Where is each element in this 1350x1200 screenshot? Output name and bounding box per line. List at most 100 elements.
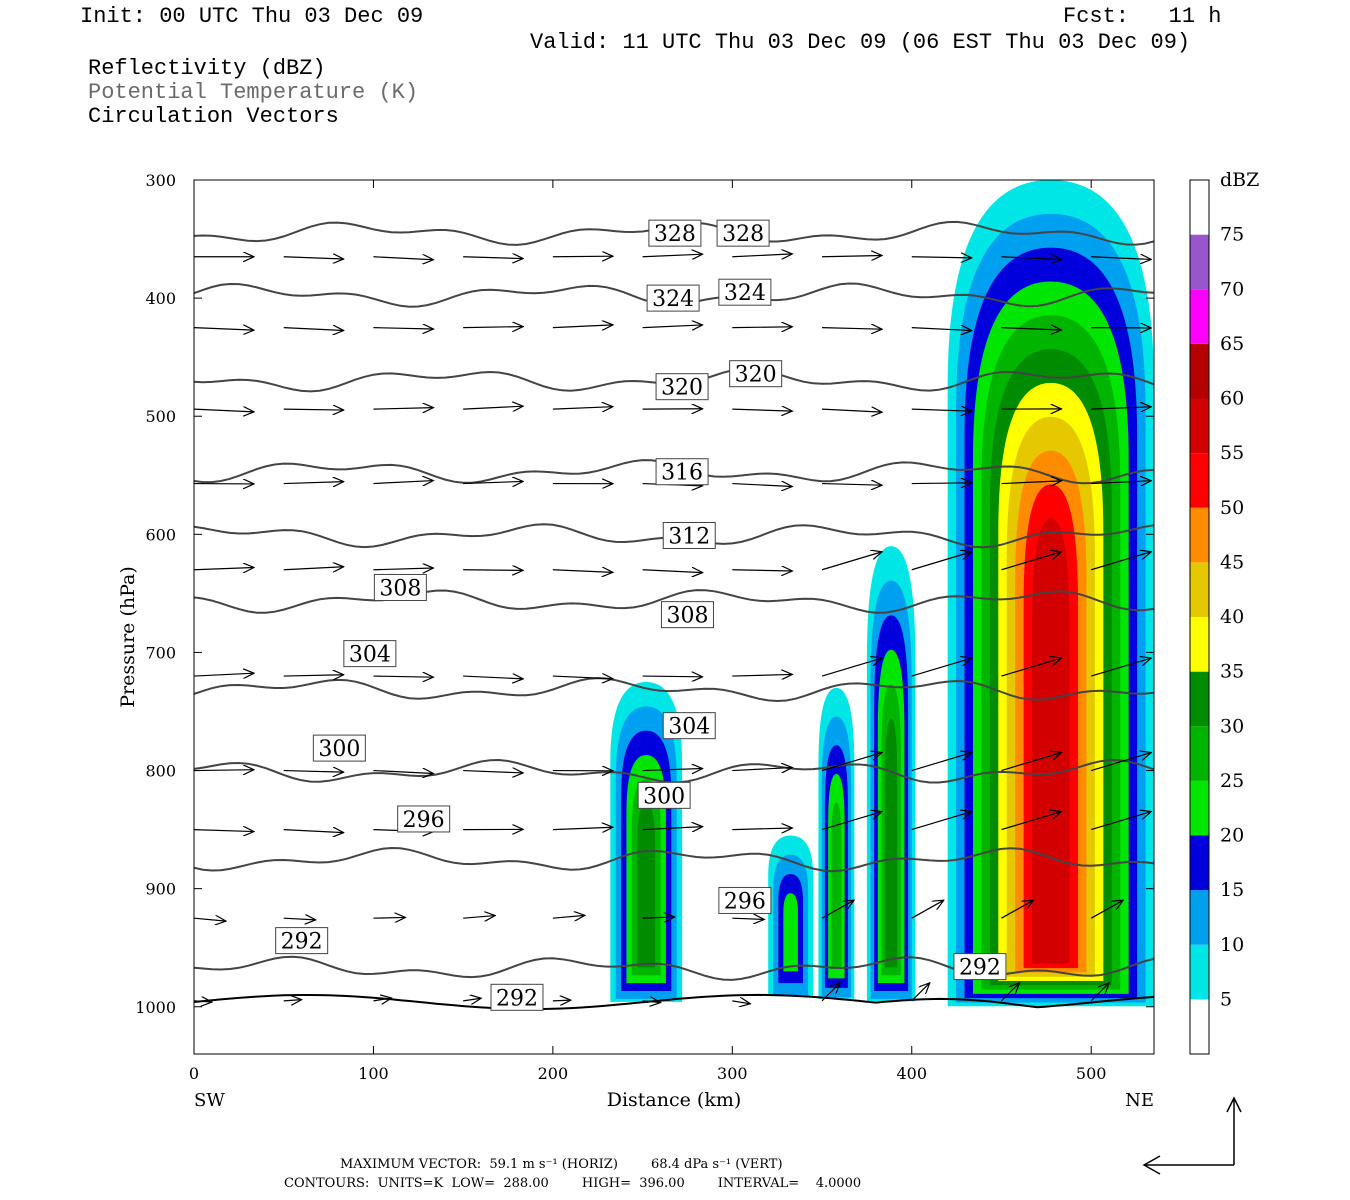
colorbar-label-5: 5 [1220,988,1232,1010]
contour-label-box [718,278,772,306]
colorbar-label-10: 10 [1220,934,1244,956]
circulation-vector [373,328,433,329]
circulation-vector [373,481,433,484]
theta-contour-304 [194,677,1154,703]
circulation-vector [463,676,523,679]
colorbar-label-50: 50 [1220,497,1244,519]
colorbar-bin-30 [1190,671,1209,727]
x-axis-title: Distance (km) [607,1089,742,1111]
contour-label-box [662,712,716,740]
circulation-vector [822,484,882,486]
contour-label-296: 296 [403,808,445,833]
contour-label-box [312,734,366,762]
contour-label-304: 304 [349,643,391,668]
circulation-vector [552,325,613,328]
colorbar-unit: dBZ [1220,169,1259,191]
circulation-vector [283,771,344,773]
contour-label-300: 300 [643,784,685,809]
circulation-vector [552,915,585,918]
circulation-vector [193,328,254,331]
circulation-vector [1001,658,1061,677]
circulation-vector [911,409,972,411]
colorbar-label-20: 20 [1220,825,1244,847]
colorbar-label-60: 60 [1220,388,1244,410]
circulation-vector [1091,812,1151,831]
colorbar-label-40: 40 [1220,606,1244,628]
circulation-vector [732,327,792,328]
circulation-vector [642,570,703,573]
circulation-vector [283,675,344,676]
colorbar-label-15: 15 [1220,879,1244,901]
ne-label: NE [1125,1090,1154,1111]
circulation-vector [732,918,764,919]
colorbar-label-55: 55 [1220,442,1244,464]
x-tick-label: 300 [717,1064,748,1083]
circulation-vector [463,771,523,773]
circulation-vector [463,998,481,1001]
circulation-vector [552,570,613,573]
contour-label-box [397,805,451,833]
circulation-vector [732,768,792,771]
circulation-vector [911,257,972,258]
contour-label-292: 292 [281,930,323,955]
contour-label-296: 296 [724,889,766,914]
contour-label-box [648,219,702,247]
circulation-vector [552,256,613,257]
colorbar-label-70: 70 [1220,278,1244,300]
colorbar-label-75: 75 [1220,224,1244,246]
y-tick-label: 800 [145,762,176,781]
y-tick-label: 600 [145,525,176,544]
circulation-vector [642,827,703,830]
max-vector-note: MAXIMUM VECTOR: 59.1 m s⁻¹ (HORIZ) 68.4 … [340,1157,783,1172]
reflectivity-cell-0-level-30 [637,803,656,968]
colorbar-label-65: 65 [1220,333,1244,355]
circulation-vector [1090,900,1123,919]
variable-vectors: Circulation Vectors [88,104,339,129]
circulation-vector [911,900,944,919]
circulation-vector [373,408,433,410]
circulation-vector [911,328,972,331]
circulation-vector [822,328,882,330]
circulation-vector [373,771,433,774]
contour-label-308: 308 [379,576,421,601]
circulation-vector [732,254,792,257]
circulation-vector [373,257,433,260]
valid-time: Valid: 11 UTC Thu 03 Dec 09 (06 EST Thu … [530,30,1191,55]
circulation-vector [911,483,972,484]
y-tick-label: 300 [145,171,176,190]
contour-label-box [637,781,691,809]
sw-label: SW [194,1090,225,1111]
circulation-vector [642,325,703,328]
circulation-vector [821,753,882,772]
circulation-vector [193,673,254,676]
circulation-vector [1001,257,1061,260]
colorbar-bin-10 [1190,890,1209,945]
circulation-vector [373,998,391,1001]
circulation-vector [821,900,854,919]
circulation-vector [283,482,344,484]
y-tick-label: 500 [145,407,176,426]
contour-label-box [655,458,709,486]
circulation-vector [732,674,792,676]
colorbar-bin-35 [1190,617,1209,672]
circulation-vector [1091,658,1151,677]
colorbar-bin-55 [1190,398,1209,454]
contour-label-box [953,953,1007,981]
circulation-vector [283,257,344,259]
contour-label-316: 316 [661,461,703,486]
colorbar-bin-45 [1190,507,1209,563]
circulation-vector [822,409,882,412]
colorbar-label-25: 25 [1220,770,1244,792]
circulation-vector [552,407,613,409]
circulation-vector [821,983,840,1002]
y-axis-title: Pressure (hPa) [117,566,139,708]
theta-contour-308 [194,589,1154,614]
y-tick-label: 900 [145,880,176,899]
contour-label-box [718,886,772,914]
colorbar-bin-50 [1190,453,1209,508]
circulation-vector [911,812,972,831]
variable-reflectivity: Reflectivity (dBZ) [88,56,326,81]
circulation-vector [373,676,433,677]
circulation-vector [732,828,792,830]
